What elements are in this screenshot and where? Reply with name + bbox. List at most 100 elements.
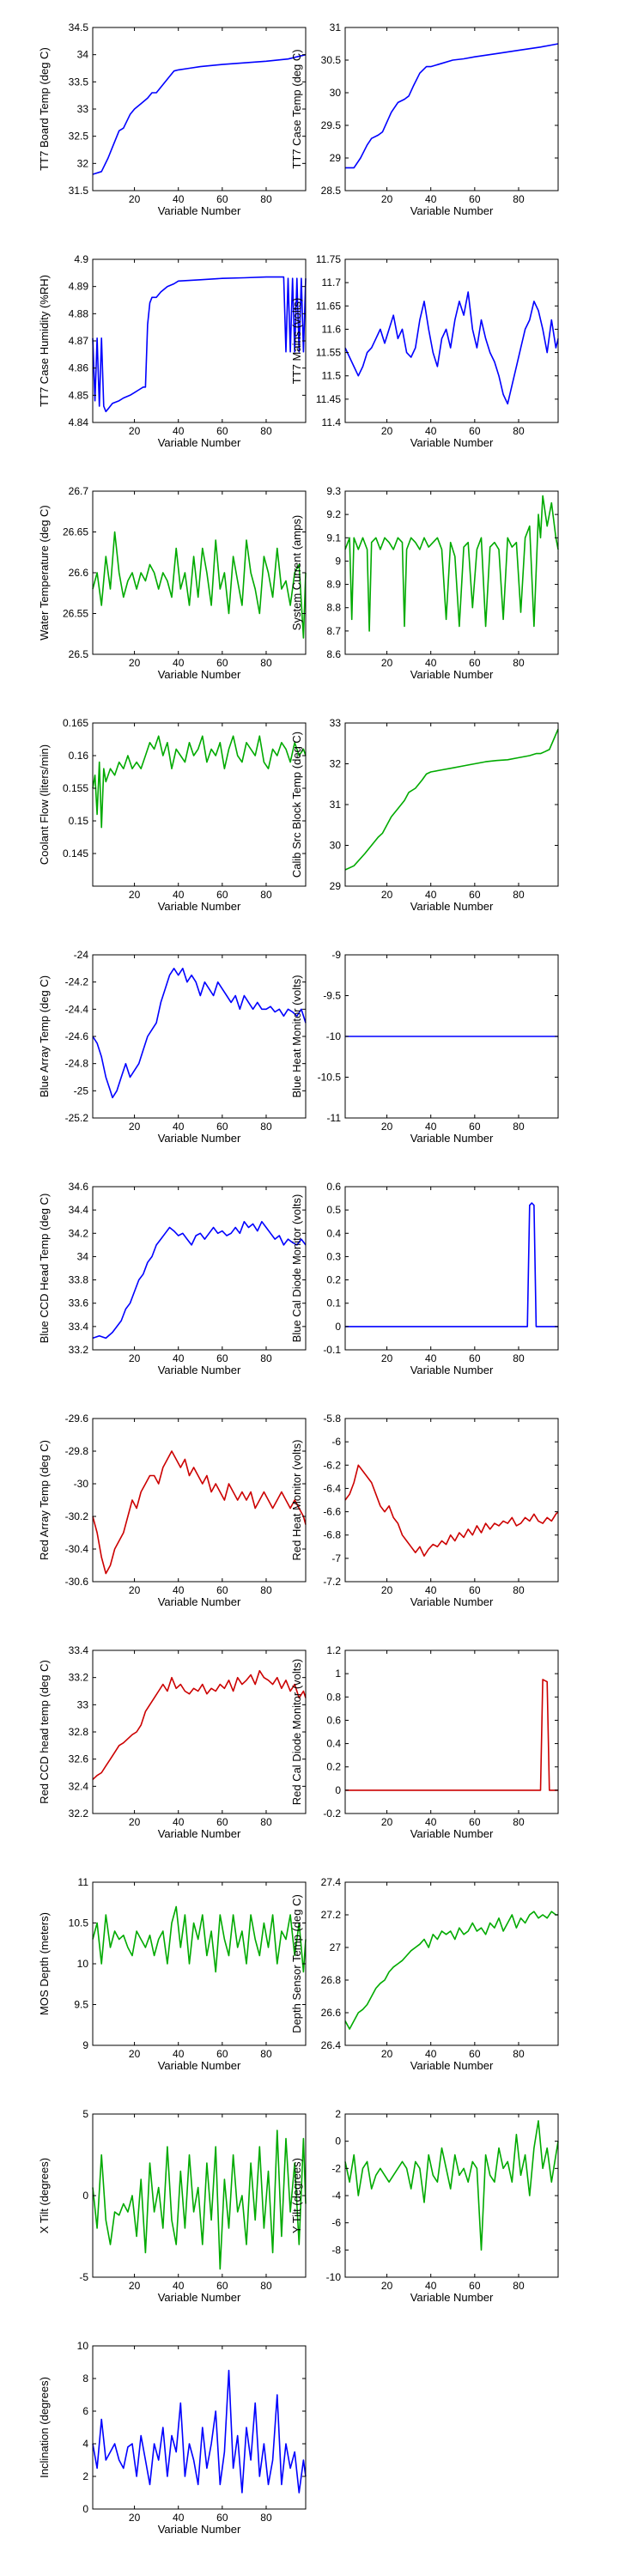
y-axis-label: Red Heat Monitor (volts) — [290, 1440, 303, 1561]
y-tick-label: -7 — [331, 1552, 341, 1564]
y-tick-label: -30 — [74, 1478, 89, 1490]
y-tick-label: 31.5 — [69, 185, 89, 197]
x-tick-label: 40 — [173, 1584, 185, 1596]
y-tick-label: 32 — [330, 758, 342, 770]
y-tick-label: 9 — [82, 2039, 88, 2051]
y-axis-label: Coolant Flow (liters/min) — [38, 744, 51, 865]
data-series-line — [92, 1220, 307, 1340]
y-tick-label: -30.2 — [65, 1510, 89, 1522]
x-tick-label: 20 — [129, 425, 141, 437]
x-axis-label: Variable Number — [410, 204, 494, 217]
chart-panel-17: 20 40 60 80 9 9.5 10 10.5 11 Variable Number MOS D… — [38, 1876, 307, 2072]
y-tick-label: 33.5 — [69, 76, 89, 88]
y-tick-label: 8 — [82, 2372, 88, 2385]
data-series-line — [92, 1905, 307, 1973]
plot-frame — [344, 1649, 559, 1814]
x-tick-label: 40 — [425, 2280, 437, 2292]
y-tick-label: 10.5 — [69, 1917, 89, 1929]
plot-frame — [344, 27, 559, 191]
y-axis-label: System Current (amps) — [290, 515, 303, 630]
y-axis-label: Blue CCD Head Temp (deg C) — [38, 1194, 51, 1344]
chart-panel-2: 20 40 60 80 28.5 29 29.5 30 30.5 31 Variable Numbe… — [290, 21, 559, 217]
y-axis-label: Calib Src Block Temp (deg C) — [290, 732, 303, 878]
data-series-line — [344, 2120, 559, 2251]
y-axis-label: Blue Cal Diode Monitor (volts) — [290, 1194, 303, 1343]
y-tick-label: 11.6 — [322, 323, 342, 335]
y-tick-label: -24.2 — [65, 976, 89, 988]
plot-frame — [344, 2113, 559, 2278]
y-tick-label: -9 — [331, 949, 341, 961]
y-tick-label: 1 — [335, 1668, 341, 1680]
x-tick-label: 20 — [129, 2512, 141, 2524]
y-tick-label: 26.7 — [69, 485, 89, 497]
y-tick-label: 0.15 — [69, 815, 89, 827]
data-series-line — [344, 291, 559, 405]
y-tick-label: 26.55 — [63, 608, 88, 620]
x-tick-label: 80 — [260, 1816, 272, 1828]
y-tick-label: 33.2 — [69, 1344, 89, 1356]
chart-panel-3: 20 40 60 80 4.84 4.85 4.86 4.87 4.88 4.89 4.9 Varia… — [38, 253, 307, 449]
x-tick-label: 60 — [469, 1584, 481, 1596]
y-tick-label: 9.3 — [326, 485, 341, 497]
chart-panel-11: 20 40 60 80 33.2 33.4 33.6 33.8 34 34.2 34.4 34.6 Va… — [38, 1181, 307, 1376]
y-tick-label: -9.5 — [323, 990, 341, 1002]
x-tick-label: 60 — [216, 1352, 228, 1364]
y-tick-label: 0.145 — [63, 848, 88, 860]
plot-frame — [344, 1186, 559, 1351]
data-series-line — [92, 1669, 307, 1780]
chart-panel-13: 20 40 60 80 -30.6 -30.4 -30.2 -30 -29.8 -29.6 Vari… — [38, 1413, 307, 1608]
plot-frame — [92, 954, 307, 1119]
x-tick-label: 80 — [260, 193, 272, 205]
x-tick-label: 20 — [381, 889, 393, 901]
x-tick-label: 20 — [129, 1584, 141, 1596]
y-tick-label: 33 — [77, 103, 89, 115]
x-tick-label: 80 — [260, 889, 272, 901]
y-tick-label: -6.2 — [323, 1459, 341, 1471]
y-tick-label: 9 — [335, 555, 341, 567]
y-tick-label: 33.2 — [69, 1672, 89, 1684]
chart-panel-7: 20 40 60 80 0.145 0.15 0.155 0.16 0.165 Variable … — [38, 717, 307, 913]
data-series-line — [92, 2129, 307, 2270]
x-tick-label: 40 — [173, 889, 185, 901]
data-series-line — [345, 43, 559, 169]
x-axis-label: Variable Number — [158, 1827, 241, 1840]
y-tick-label: -0.1 — [323, 1344, 341, 1356]
y-tick-label: 34 — [77, 49, 89, 61]
x-tick-label: 60 — [216, 1816, 228, 1828]
chart-panel-19: 20 40 60 80 -5 0 5 Variable Number X Tilt (degre… — [38, 2108, 307, 2304]
y-tick-label: 0.5 — [326, 1204, 341, 1216]
x-tick-label: 40 — [425, 657, 437, 669]
plot-frame — [344, 258, 559, 423]
data-series-line — [344, 1911, 558, 2030]
x-tick-label: 80 — [260, 2280, 272, 2292]
plot-frame — [92, 2345, 307, 2510]
y-tick-label: 0.2 — [326, 1274, 341, 1286]
y-tick-label: 34.4 — [69, 1204, 89, 1216]
x-tick-label: 40 — [425, 425, 437, 437]
y-tick-label: 4.88 — [69, 307, 89, 319]
y-tick-label: 0.1 — [326, 1297, 341, 1309]
data-series-line — [345, 1679, 558, 1791]
plot-frame — [344, 490, 559, 655]
y-tick-label: 32 — [77, 157, 89, 169]
x-tick-label: 20 — [381, 1816, 393, 1828]
x-tick-label: 60 — [469, 657, 481, 669]
x-tick-label: 60 — [216, 193, 228, 205]
x-axis-label: Variable Number — [410, 2291, 494, 2304]
data-series-line — [92, 53, 307, 175]
x-tick-label: 20 — [129, 193, 141, 205]
y-tick-label: 11.7 — [322, 276, 342, 289]
y-tick-label: -24 — [74, 949, 89, 961]
y-tick-label: 0.165 — [63, 717, 88, 729]
y-tick-label: 33.8 — [69, 1274, 89, 1286]
data-series-line — [345, 1202, 558, 1327]
plot-frame — [344, 722, 559, 887]
x-tick-label: 40 — [425, 1584, 437, 1596]
y-axis-label: Blue Array Temp (deg C) — [38, 975, 51, 1097]
y-axis-label: Y Tilt (degrees) — [290, 2158, 303, 2233]
y-tick-label: 26.6 — [69, 567, 89, 579]
x-tick-label: 40 — [173, 1121, 185, 1133]
plot-frame — [92, 1186, 307, 1351]
x-tick-label: 80 — [513, 2280, 525, 2292]
